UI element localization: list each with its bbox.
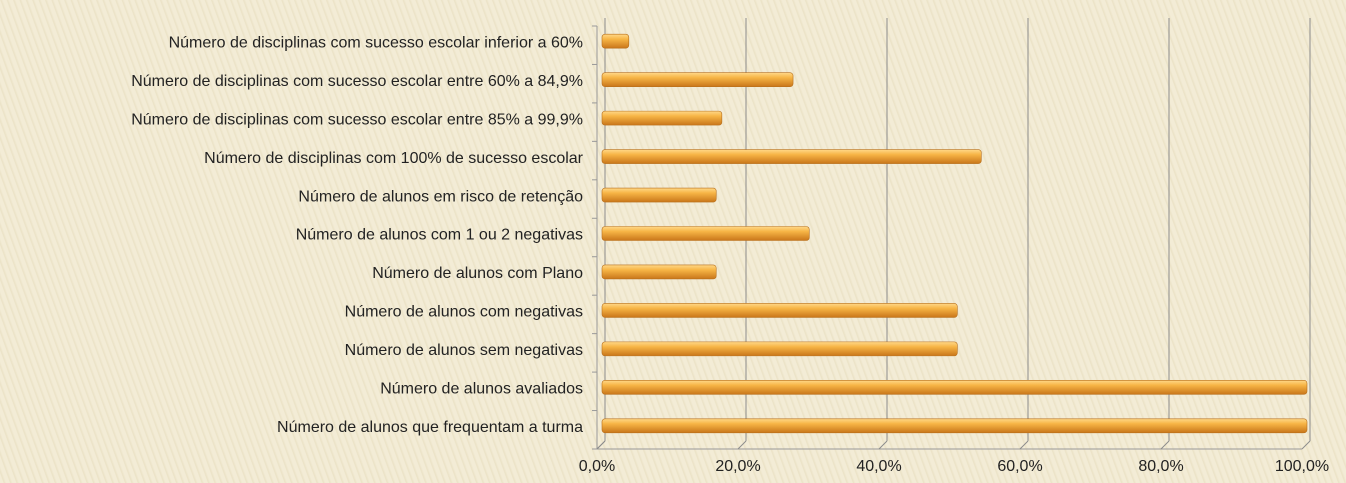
grid-floor: [1301, 440, 1311, 450]
grid-floor: [596, 440, 606, 450]
bar: [601, 341, 958, 357]
bar: [601, 187, 717, 203]
bar: [601, 149, 982, 164]
x-tick-label: 20,0%: [715, 458, 760, 475]
grid-floor: [1019, 440, 1029, 450]
x-tick-label: 60,0%: [997, 458, 1042, 475]
x-tick-label: 40,0%: [856, 458, 901, 475]
bar: [601, 303, 958, 318]
y-tick-label: Número de alunos que frequentam a turma: [277, 419, 583, 436]
y-tick-label: Número de alunos com Plano: [372, 265, 583, 282]
y-tick-label: Número de disciplinas com sucesso escola…: [131, 111, 583, 128]
bar: [601, 418, 1308, 434]
y-tick-label: Número de disciplinas com sucesso escola…: [131, 73, 583, 90]
bar: [601, 264, 717, 280]
x-tick-label: 100,0%: [1275, 458, 1329, 475]
bar: [601, 72, 794, 87]
grid-floor: [737, 440, 747, 450]
y-tick-label: Número de alunos sem negativas: [345, 342, 583, 359]
bar: [601, 110, 723, 126]
y-tick-label: Número de disciplinas com sucesso escola…: [169, 34, 583, 51]
y-tick-label: Número de alunos avaliados: [380, 381, 583, 398]
x-tick-label: 0,0%: [579, 458, 615, 475]
y-tick-label: Número de alunos com negativas: [345, 304, 583, 321]
grid-floor: [878, 440, 888, 450]
bar: [601, 380, 1308, 395]
y-tick-label: Número de disciplinas com 100% de sucess…: [204, 150, 584, 167]
bar: [601, 226, 810, 241]
y-tick-label: Número de alunos com 1 ou 2 negativas: [296, 227, 583, 244]
x-tick-label: 80,0%: [1138, 458, 1183, 475]
bar: [601, 33, 630, 49]
y-tick-label: Número de alunos em risco de retenção: [298, 188, 583, 205]
grid-floor: [1160, 440, 1170, 450]
